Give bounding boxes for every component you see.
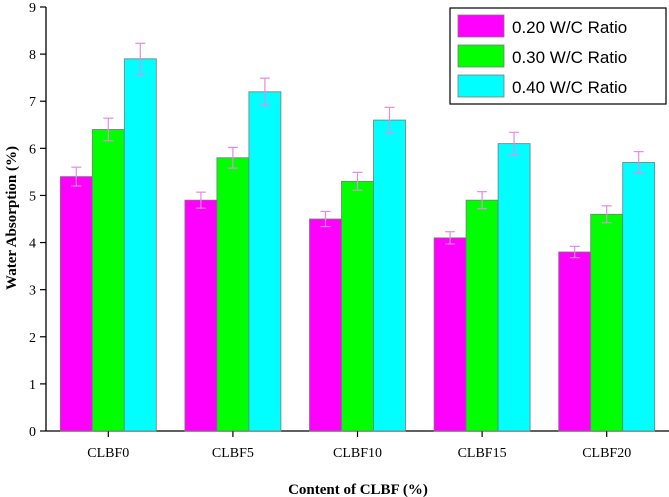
legend-swatch [457,44,505,68]
bar [590,213,624,432]
bar [558,251,592,432]
legend-label: 0.20 W/C Ratio [512,18,627,37]
bar [59,176,93,432]
y-tick-label: 0 [29,425,36,440]
bar [91,129,125,432]
y-axis-title: Water Absorption (%) [4,146,20,290]
legend-swatch [457,74,505,98]
x-tick-label: CLBF20 [582,446,631,461]
x-tick-label: CLBF0 [87,446,129,461]
bar [184,199,218,432]
bar [341,180,374,432]
legend-swatch [457,14,505,38]
legend-label: 0.40 W/C Ratio [512,78,627,97]
y-tick-label: 9 [29,1,36,16]
bar [123,58,157,432]
x-tick-label: CLBF5 [212,446,254,461]
legend-label: 0.30 W/C Ratio [512,48,627,67]
y-tick-label: 4 [29,237,36,252]
x-axis-title: Content of CLBF (%) [288,482,428,497]
y-tick-label: 1 [29,378,36,393]
y-tick-label: 5 [29,189,36,204]
y-tick-label: 2 [29,331,36,346]
bar [373,119,406,432]
bar [248,91,282,432]
bar [622,162,656,432]
bar [465,199,499,432]
y-tick-label: 8 [29,48,36,63]
y-tick-label: 7 [29,95,36,110]
y-tick-label: 3 [29,284,36,299]
bar [497,143,531,432]
x-tick-label: CLBF15 [458,446,507,461]
x-tick-label: CLBF10 [333,446,382,461]
bar [309,218,342,432]
bar [216,157,250,432]
bar [433,237,467,432]
y-tick-label: 6 [29,142,36,157]
